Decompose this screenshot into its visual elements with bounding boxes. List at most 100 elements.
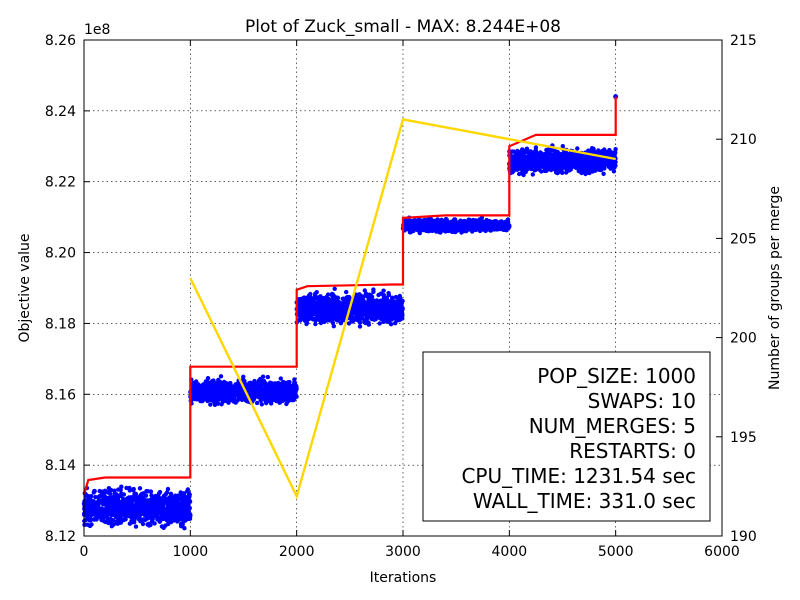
scatter-point	[589, 146, 595, 151]
scatter-point	[180, 517, 186, 523]
scatter-point	[357, 311, 362, 316]
scatter-point	[89, 522, 94, 527]
scatter-point	[527, 149, 532, 154]
scatter-point	[394, 307, 399, 313]
scatter-point	[315, 300, 320, 305]
chart-title: Plot of Zuck_small - MAX: 8.244E+08	[245, 17, 561, 37]
scatter-point	[565, 166, 571, 171]
scatter-point	[533, 167, 538, 172]
scatter-point	[155, 505, 160, 510]
scatter-point	[128, 504, 133, 510]
scatter-point	[602, 147, 607, 152]
scatter-point	[262, 382, 268, 388]
scatter-point	[259, 402, 264, 407]
scatter-point	[119, 491, 124, 496]
scatter-point	[157, 489, 163, 495]
scatter-point	[205, 376, 211, 381]
scatter-point	[223, 398, 229, 403]
scatter-point	[131, 487, 136, 493]
scatter-point	[229, 396, 234, 402]
scatter-point	[308, 312, 313, 317]
y-offset-label: 1e8	[84, 22, 110, 38]
scatter-point	[405, 220, 411, 225]
scatter-point	[373, 317, 378, 322]
scatter-point	[312, 293, 318, 299]
scatter-point	[306, 293, 312, 298]
scatter-point	[145, 507, 151, 512]
scatter-point	[167, 504, 172, 509]
scatter-point	[372, 310, 377, 315]
scatter-point	[365, 306, 370, 311]
scatter-point	[252, 378, 257, 384]
scatter-point	[126, 495, 132, 500]
scatter-point	[574, 157, 579, 162]
scatter-point	[108, 487, 114, 493]
scatter-point	[102, 490, 108, 495]
scatter-point	[186, 516, 191, 521]
scatter-point	[591, 166, 596, 172]
scatter-point	[208, 397, 213, 403]
scatter-point	[115, 494, 121, 499]
scatter-point	[123, 515, 128, 520]
scatter-point	[361, 294, 366, 299]
scatter-point	[147, 501, 152, 506]
scatter-point	[539, 169, 544, 174]
scatter-point	[101, 494, 106, 499]
scatter-point	[308, 300, 313, 305]
scatter-point	[146, 521, 151, 526]
scatter-point	[252, 391, 257, 396]
scatter-point	[120, 499, 125, 505]
scatter-point	[381, 288, 386, 293]
scatter-point	[332, 286, 337, 291]
scatter-point	[383, 305, 388, 310]
scatter-point	[321, 311, 326, 316]
scatter-point	[100, 516, 106, 521]
scatter-point	[390, 295, 395, 300]
scatter-point	[175, 519, 180, 524]
scatter-point	[477, 218, 483, 224]
scatter-point	[498, 221, 503, 226]
scatter-point	[544, 168, 549, 174]
scatter-point	[470, 222, 475, 227]
scatter-point	[111, 522, 116, 527]
scatter-point	[208, 402, 213, 407]
scatter-point	[203, 392, 208, 398]
scatter-point	[159, 524, 165, 529]
scatter-point	[124, 498, 129, 503]
scatter-point	[574, 152, 579, 158]
scatter-point	[562, 151, 567, 156]
scatter-point	[137, 502, 142, 507]
scatter-point	[156, 510, 161, 516]
scatter-point	[460, 220, 465, 225]
scatter-point	[184, 502, 189, 507]
scatter-point	[364, 316, 370, 321]
scatter-point	[261, 387, 266, 392]
scatter-point	[260, 394, 265, 399]
scatter-point	[99, 506, 105, 511]
scatter-point	[265, 393, 270, 399]
scatter-point	[324, 294, 329, 300]
scatter-point	[92, 488, 97, 494]
scatter-point	[236, 396, 241, 402]
scatter-point	[186, 493, 192, 499]
scatter-point	[613, 147, 618, 152]
scatter-point	[145, 489, 151, 494]
scatter-point	[352, 317, 357, 322]
scatter-point	[572, 164, 578, 170]
scatter-point	[575, 146, 580, 151]
scatter-point	[104, 496, 109, 502]
scatter-point	[277, 389, 283, 394]
scatter-point	[544, 147, 549, 153]
scatter-point	[108, 512, 113, 517]
scatter-point	[113, 514, 119, 519]
scatter-point	[378, 291, 384, 296]
scatter-point	[139, 496, 145, 501]
scatter-point	[270, 382, 275, 387]
scatter-point	[448, 219, 454, 225]
scatter-point	[286, 397, 291, 402]
scatter-point	[174, 499, 180, 505]
scatter-point	[368, 314, 374, 319]
scatter-point	[188, 512, 193, 517]
scatter-point	[299, 307, 304, 312]
scatter-point	[269, 390, 274, 395]
